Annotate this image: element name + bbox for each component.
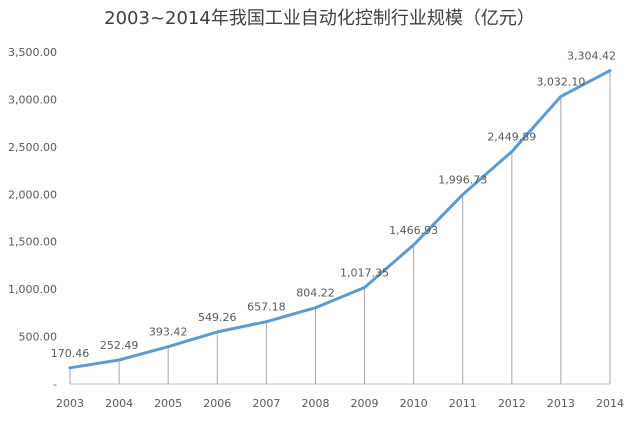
data-label: 393.42 (149, 326, 188, 339)
data-label: 1,996.73 (438, 174, 487, 187)
y-tick-label: 1,000.00 (8, 283, 57, 296)
x-tick-label: 2010 (400, 397, 428, 410)
x-tick-label: 2011 (449, 397, 477, 410)
x-tick-label: 2008 (301, 397, 329, 410)
data-label: 549.26 (198, 311, 237, 324)
y-tick-label: 2,500.00 (8, 141, 57, 154)
x-tick-label: 2003 (56, 397, 84, 410)
y-tick-label: 2,000.00 (8, 188, 57, 201)
data-label: 2,449.89 (487, 131, 536, 144)
data-label: 3,304.42 (567, 50, 616, 63)
data-label: 1,017.35 (340, 266, 389, 279)
x-tick-label: 2006 (203, 397, 231, 410)
y-tick-label: 500.00 (19, 331, 58, 344)
series-line (68, 69, 612, 370)
x-tick-label: 2005 (154, 397, 182, 410)
x-tick-label: 2007 (252, 397, 280, 410)
chart-title: 2003~2014年我国工业自动化控制行业规模（亿元） (104, 8, 535, 29)
data-label: 804.22 (296, 287, 335, 300)
x-tick-label: 2014 (596, 397, 624, 410)
y-tick-label: - (53, 378, 57, 391)
y-tick-label: 3,000.00 (8, 93, 57, 106)
data-label: 657.18 (247, 301, 286, 314)
x-tick-label: 2012 (498, 397, 526, 410)
data-label: 170.46 (51, 347, 90, 360)
data-label: 3,032.10 (536, 75, 585, 88)
y-tick-label: 1,500.00 (8, 236, 57, 249)
x-tick-label: 2009 (351, 397, 379, 410)
data-label: 252.49 (100, 339, 139, 352)
y-tick-label: 3,500.00 (8, 46, 57, 59)
x-tick-label: 2004 (105, 397, 133, 410)
data-label: 1,466.93 (389, 224, 438, 237)
x-tick-label: 2013 (547, 397, 575, 410)
